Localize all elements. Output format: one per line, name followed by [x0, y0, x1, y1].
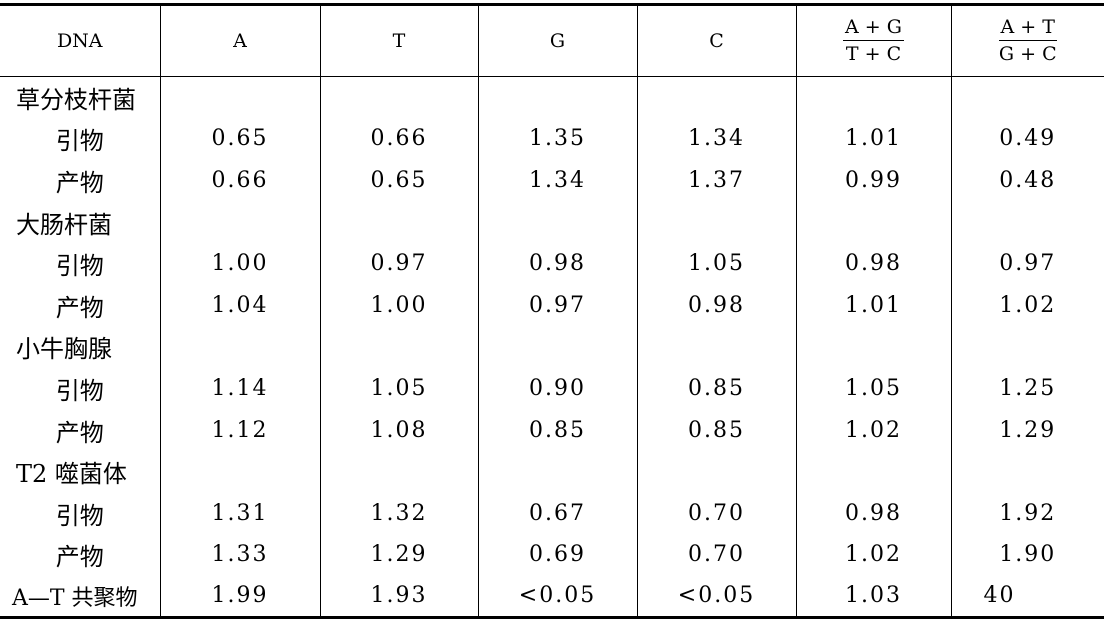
cell-at-gc: 0.97	[950, 242, 1104, 285]
header-row: DNA A T G C A + G T + C A + T G + C	[0, 3, 1104, 77]
cell-a: 1.14	[159, 367, 320, 410]
group-row-thymus: 小牛胸腺	[0, 326, 1104, 368]
row-label: 产物	[55, 168, 104, 197]
cell-at-gc: 1.90	[950, 534, 1104, 576]
gc-denominator: G + C	[998, 43, 1057, 65]
header-g: G	[477, 3, 637, 77]
group-label: T2 噬菌体	[16, 460, 127, 489]
cell-at-gc: 0.48	[950, 159, 1104, 202]
cell-ag-tc: 1.01	[795, 284, 951, 327]
cell-t: 0.66	[319, 118, 478, 160]
table-row-polymer: A—T 共聚物 1.99 1.93 <0.05 <0.05 1.03 40	[0, 575, 1104, 619]
cell-g: 0.85	[477, 409, 637, 451]
table-row: 引物 1.14 1.05 0.90 0.85 1.05 1.25	[0, 367, 1104, 410]
cell-c: 0.98	[636, 284, 796, 327]
tc-denominator: T + C	[845, 43, 902, 65]
row-label: 引物	[55, 252, 104, 281]
cell-c: 0.85	[636, 409, 796, 451]
cell-g: 0.98	[477, 242, 637, 285]
cell-at-gc: 40	[950, 575, 1104, 619]
cell-a: 1.99	[159, 575, 320, 619]
cell-g: 0.69	[477, 534, 637, 576]
cell-t: 1.08	[319, 409, 478, 451]
row-label: 引物	[55, 501, 104, 530]
cell-t: 1.93	[319, 575, 478, 619]
cell-at-gc: 0.49	[950, 118, 1104, 160]
cell-ag-tc: 1.05	[795, 367, 951, 410]
ag-tc-fraction: A + G T + C	[843, 16, 904, 66]
cell-ag-tc: 1.03	[795, 575, 951, 619]
cell-at-gc: 1.92	[950, 492, 1104, 535]
cell-a: 1.12	[159, 409, 320, 451]
table-row: 产物 0.66 0.65 1.34 1.37 0.99 0.48	[0, 159, 1104, 202]
group-row-bacillus: 草分枝杆菌	[0, 76, 1104, 119]
table-row: 引物 1.31 1.32 0.67 0.70 0.98 1.92	[0, 492, 1104, 535]
cell-a: 1.33	[159, 534, 320, 576]
table-row: 产物 1.12 1.08 0.85 0.85 1.02 1.29	[0, 409, 1104, 451]
cell-ag-tc: 0.98	[795, 242, 951, 285]
group-label: 草分枝杆菌	[16, 86, 136, 115]
header-a: A	[159, 3, 320, 77]
cell-g: <0.05	[477, 575, 637, 619]
cell-g: 1.34	[477, 159, 637, 202]
cell-t: 1.00	[319, 284, 478, 327]
cell-c: 1.05	[636, 242, 796, 285]
cell-g: 0.90	[477, 367, 637, 410]
header-dna: DNA	[0, 3, 160, 77]
table-row: 产物 1.04 1.00 0.97 0.98 1.01 1.02	[0, 284, 1104, 327]
table-row: 产物 1.33 1.29 0.69 0.70 1.02 1.90	[0, 534, 1104, 576]
header-ag-tc-ratio: A + G T + C	[795, 3, 951, 77]
cell-t: 1.29	[319, 534, 478, 576]
row-label: 产物	[55, 418, 104, 447]
cell-c: 1.34	[636, 118, 796, 160]
group-row-t2phage: T2 噬菌体	[0, 450, 1104, 493]
header-at-gc-ratio: A + T G + C	[950, 3, 1104, 77]
cell-t: 0.97	[319, 242, 478, 285]
group-label: 大肠杆菌	[16, 210, 112, 239]
group-row-ecoli: 大肠杆菌	[0, 201, 1104, 243]
cell-g: 0.67	[477, 492, 637, 535]
cell-g: 1.35	[477, 118, 637, 160]
cell-ag-tc: 0.98	[795, 492, 951, 535]
cell-a: 0.66	[159, 159, 320, 202]
cell-c: 1.37	[636, 159, 796, 202]
row-label: 引物	[55, 127, 104, 156]
cell-at-gc: 1.29	[950, 409, 1104, 451]
ag-numerator: A + G	[843, 16, 904, 41]
table-row: 引物 1.00 0.97 0.98 1.05 0.98 0.97	[0, 242, 1104, 285]
row-label: A—T 共聚物	[0, 575, 160, 619]
cell-t: 1.05	[319, 367, 478, 410]
cell-ag-tc: 1.02	[795, 409, 951, 451]
cell-a: 1.31	[159, 492, 320, 535]
table-row: 引物 0.65 0.66 1.35 1.34 1.01 0.49	[0, 118, 1104, 160]
at-gc-fraction: A + T G + C	[998, 16, 1057, 66]
cell-c: <0.05	[636, 575, 796, 619]
cell-a: 1.04	[159, 284, 320, 327]
cell-g: 0.97	[477, 284, 637, 327]
cell-c: 0.70	[636, 492, 796, 535]
row-label: 引物	[55, 376, 104, 405]
cell-ag-tc: 0.99	[795, 159, 951, 202]
cell-at-gc: 1.25	[950, 367, 1104, 410]
dna-base-composition-table: DNA A T G C A + G T + C A + T G + C 草分枝杆…	[0, 3, 1104, 619]
header-t: T	[319, 3, 478, 77]
header-c: C	[636, 3, 796, 77]
cell-at-gc: 1.02	[950, 284, 1104, 327]
cell-ag-tc: 1.02	[795, 534, 951, 576]
cell-ag-tc: 1.01	[795, 118, 951, 160]
at-numerator: A + T	[998, 16, 1057, 41]
group-label: 小牛胸腺	[16, 335, 112, 364]
cell-a: 1.00	[159, 242, 320, 285]
cell-a: 0.65	[159, 118, 320, 160]
cell-c: 0.85	[636, 367, 796, 410]
cell-c: 0.70	[636, 534, 796, 576]
cell-t: 0.65	[319, 159, 478, 202]
row-label: 产物	[55, 293, 104, 322]
cell-t: 1.32	[319, 492, 478, 535]
row-label: 产物	[55, 543, 104, 572]
